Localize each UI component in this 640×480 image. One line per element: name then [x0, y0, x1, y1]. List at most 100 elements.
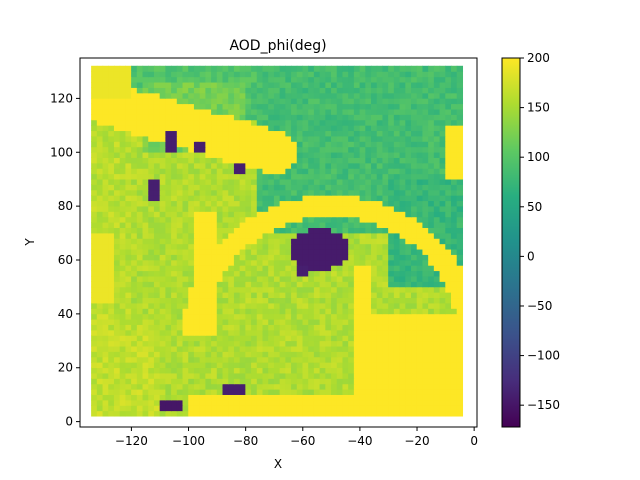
- heatmap-cell: [148, 372, 155, 379]
- heatmap-cell: [108, 324, 115, 331]
- heatmap-cell: [285, 184, 292, 191]
- heatmap-cell: [456, 367, 464, 374]
- heatmap-cell: [188, 238, 195, 245]
- heatmap-cell: [273, 248, 281, 255]
- heatmap-cell: [428, 356, 435, 363]
- heatmap-cell: [285, 254, 292, 261]
- heatmap-cell: [422, 76, 429, 83]
- heatmap-cell: [285, 157, 292, 164]
- heatmap-cell: [182, 178, 189, 185]
- heatmap-cell: [308, 119, 315, 126]
- heatmap-cell: [331, 211, 338, 218]
- heatmap-cell: [365, 162, 372, 169]
- heatmap-cell: [228, 254, 235, 261]
- heatmap-cell: [91, 65, 98, 72]
- heatmap-cell: [159, 367, 166, 374]
- heatmap-cell: [96, 125, 104, 132]
- heatmap-cell: [182, 243, 189, 250]
- heatmap-cell: [182, 76, 189, 83]
- heatmap-cell: [450, 173, 458, 180]
- heatmap-cell: [302, 130, 309, 137]
- heatmap-cell: [325, 130, 332, 137]
- heatmap-cell: [131, 81, 138, 88]
- heatmap-cell: [148, 178, 155, 185]
- heatmap-cell: [233, 195, 241, 202]
- heatmap-cell: [176, 270, 184, 277]
- heatmap-cell: [228, 108, 235, 115]
- heatmap-cell: [113, 222, 121, 228]
- heatmap-cell: [365, 103, 372, 110]
- heatmap-cell: [228, 87, 235, 94]
- heatmap-cell: [171, 76, 178, 83]
- heatmap-cell: [245, 98, 252, 105]
- heatmap-cell: [348, 378, 355, 385]
- heatmap-cell: [119, 324, 126, 331]
- heatmap-cell: [428, 275, 435, 282]
- heatmap-cell: [388, 335, 395, 342]
- heatmap-cell: [153, 157, 161, 164]
- heatmap-cell: [428, 313, 435, 320]
- heatmap-cell: [331, 378, 338, 385]
- heatmap-cell: [239, 356, 246, 363]
- heatmap-cell: [313, 410, 321, 417]
- heatmap-cell: [433, 168, 441, 175]
- heatmap-cell: [302, 227, 309, 234]
- heatmap-cell: [279, 200, 286, 207]
- heatmap-cell: [365, 394, 372, 401]
- heatmap-cell: [148, 383, 155, 390]
- heatmap-cell: [308, 345, 315, 352]
- heatmap-cell: [159, 173, 166, 180]
- heatmap-cell: [279, 286, 286, 293]
- heatmap-cell: [136, 388, 144, 395]
- heatmap-cell: [359, 281, 366, 288]
- heatmap-cell: [216, 324, 224, 331]
- heatmap-cell: [268, 103, 275, 110]
- heatmap-cell: [319, 324, 326, 331]
- heatmap-cell: [353, 125, 361, 132]
- heatmap-cell: [273, 340, 281, 347]
- heatmap-cell: [239, 151, 246, 158]
- heatmap-cell: [222, 335, 229, 342]
- heatmap-cell: [291, 281, 298, 288]
- heatmap-cell: [131, 243, 138, 250]
- heatmap-cell: [313, 119, 321, 126]
- heatmap-cell: [211, 259, 218, 266]
- heatmap-cell: [148, 308, 155, 315]
- heatmap-cell: [308, 254, 315, 261]
- heatmap-cell: [233, 76, 241, 83]
- x-tick-label: −100: [172, 434, 205, 448]
- heatmap-cell: [193, 318, 201, 325]
- heatmap-cell: [342, 243, 349, 250]
- heatmap-cell: [199, 324, 206, 331]
- heatmap-cell: [365, 265, 372, 272]
- heatmap-cell: [268, 227, 275, 234]
- heatmap-cell: [273, 130, 281, 137]
- heatmap-cell: [445, 362, 452, 369]
- heatmap-cell: [125, 372, 132, 379]
- heatmap-cell: [273, 92, 281, 99]
- heatmap-cell: [285, 405, 292, 412]
- heatmap-cell: [205, 71, 212, 78]
- heatmap-cell: [205, 335, 212, 342]
- heatmap-cell: [239, 378, 246, 385]
- heatmap-cell: [142, 351, 149, 358]
- heatmap-cell: [416, 103, 424, 110]
- heatmap-cell: [142, 302, 149, 309]
- heatmap-cell: [113, 103, 121, 110]
- heatmap-cell: [382, 216, 389, 223]
- heatmap-cell: [176, 200, 184, 207]
- heatmap-cell: [411, 410, 418, 417]
- heatmap-cell: [222, 292, 229, 299]
- heatmap-cell: [450, 178, 458, 185]
- heatmap-cell: [302, 141, 309, 148]
- heatmap-cell: [165, 81, 172, 88]
- heatmap-cell: [353, 151, 361, 158]
- heatmap-cell: [399, 383, 406, 390]
- heatmap-cell: [113, 340, 121, 347]
- heatmap-cell: [239, 205, 246, 212]
- heatmap-cell: [251, 340, 258, 347]
- heatmap-cell: [262, 318, 269, 325]
- heatmap-cell: [251, 65, 258, 72]
- heatmap-cell: [91, 71, 98, 78]
- heatmap-cell: [393, 383, 401, 390]
